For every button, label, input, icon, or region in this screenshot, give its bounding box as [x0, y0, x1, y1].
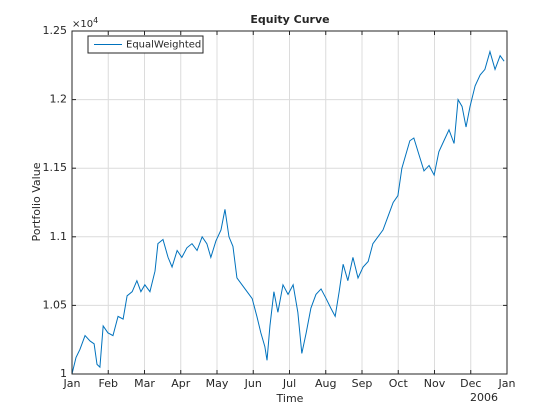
x-tick-label: Jan — [63, 377, 81, 390]
series-line — [71, 49, 505, 375]
y-tick-label: 1 — [60, 367, 67, 380]
exponent-power: 4 — [93, 16, 98, 25]
x-axis-label: Time — [276, 392, 304, 405]
y-axis-label: Portfolio Value — [30, 162, 43, 241]
y-tick-label: 1.25 — [43, 24, 68, 37]
x-tick-label: Jan — [498, 377, 516, 390]
x-tick-label: Oct — [389, 377, 409, 390]
legend-label: EqualWeighted — [126, 40, 201, 51]
x-secondary-label: 2006 — [470, 391, 498, 404]
x-tick-label: Aug — [315, 377, 336, 390]
y-tick-label: 1.05 — [43, 298, 68, 311]
chart-title: Equity Curve — [250, 13, 329, 26]
exponent-base: ×10 — [72, 19, 93, 30]
x-tick-label: Nov — [424, 377, 446, 390]
x-tick-label: May — [206, 377, 229, 390]
x-tick-label: Jul — [282, 377, 296, 390]
y-tick-label: 1.2 — [50, 93, 68, 106]
x-tick-label: Dec — [460, 377, 481, 390]
x-tick-label: Mar — [134, 377, 155, 390]
axes-box — [71, 30, 508, 375]
y-tick-label: 1.15 — [43, 161, 68, 174]
x-tick-label: Apr — [171, 377, 191, 390]
x-tick-label: Jun — [244, 377, 262, 390]
y-exponent: ×104 — [72, 16, 98, 31]
legend-box — [87, 35, 204, 54]
x-tick-label: Feb — [99, 377, 118, 390]
x-tick-label: Sep — [352, 377, 373, 390]
y-tick-label: 1.1 — [50, 230, 68, 243]
